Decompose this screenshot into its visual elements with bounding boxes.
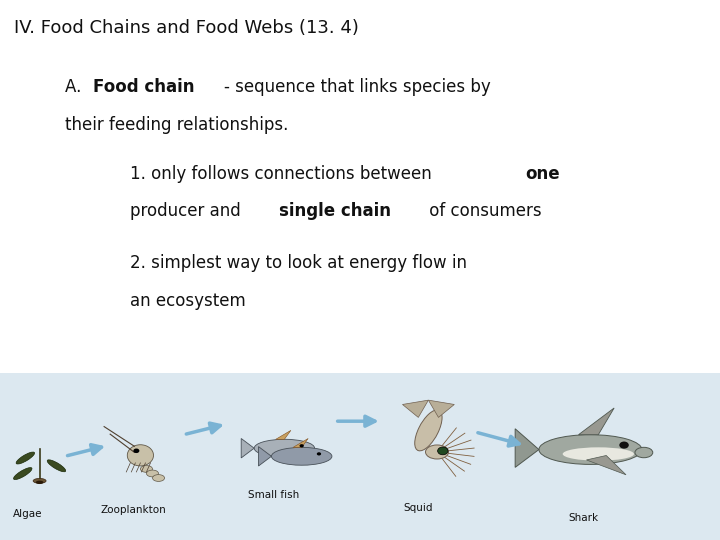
- Ellipse shape: [16, 452, 35, 464]
- Ellipse shape: [539, 435, 642, 464]
- Polygon shape: [241, 438, 254, 458]
- Text: Zooplankton: Zooplankton: [101, 505, 166, 515]
- Text: Squid: Squid: [403, 503, 433, 514]
- Ellipse shape: [36, 481, 43, 484]
- Polygon shape: [293, 438, 308, 447]
- Text: producer and: producer and: [130, 202, 246, 220]
- Text: - sequence that links species by: - sequence that links species by: [224, 78, 490, 96]
- Ellipse shape: [563, 447, 634, 461]
- Ellipse shape: [254, 440, 315, 457]
- Ellipse shape: [127, 445, 153, 466]
- Circle shape: [619, 442, 629, 449]
- Text: one: one: [526, 165, 560, 183]
- Ellipse shape: [140, 465, 153, 472]
- Polygon shape: [516, 429, 539, 467]
- Circle shape: [133, 449, 140, 453]
- Polygon shape: [402, 400, 428, 417]
- Ellipse shape: [635, 447, 653, 458]
- Ellipse shape: [271, 447, 332, 465]
- Polygon shape: [276, 430, 291, 440]
- Text: their feeding relationships.: their feeding relationships.: [65, 116, 288, 134]
- Text: 1. only follows connections between: 1. only follows connections between: [130, 165, 436, 183]
- Text: Algae: Algae: [13, 509, 42, 519]
- Text: IV. Food Chains and Food Webs (13. 4): IV. Food Chains and Food Webs (13. 4): [14, 19, 359, 37]
- Ellipse shape: [153, 475, 165, 482]
- Ellipse shape: [146, 470, 158, 477]
- Ellipse shape: [48, 460, 66, 472]
- Ellipse shape: [33, 478, 46, 483]
- Circle shape: [317, 453, 321, 456]
- Ellipse shape: [415, 410, 442, 451]
- Polygon shape: [428, 400, 454, 417]
- Text: an ecosystem: an ecosystem: [130, 292, 246, 309]
- Circle shape: [438, 447, 448, 455]
- Polygon shape: [258, 447, 271, 466]
- Circle shape: [300, 444, 304, 447]
- FancyBboxPatch shape: [0, 373, 720, 540]
- Ellipse shape: [426, 445, 449, 459]
- Text: single chain: single chain: [279, 202, 391, 220]
- Text: Shark: Shark: [569, 513, 599, 523]
- Polygon shape: [587, 455, 626, 475]
- Ellipse shape: [14, 468, 32, 480]
- Text: 2. simplest way to look at energy flow in: 2. simplest way to look at energy flow i…: [130, 254, 467, 272]
- Polygon shape: [579, 408, 614, 435]
- Text: A.: A.: [65, 78, 86, 96]
- Text: Small fish: Small fish: [248, 490, 300, 501]
- Text: Food chain: Food chain: [93, 78, 194, 96]
- Text: of consumers: of consumers: [424, 202, 541, 220]
